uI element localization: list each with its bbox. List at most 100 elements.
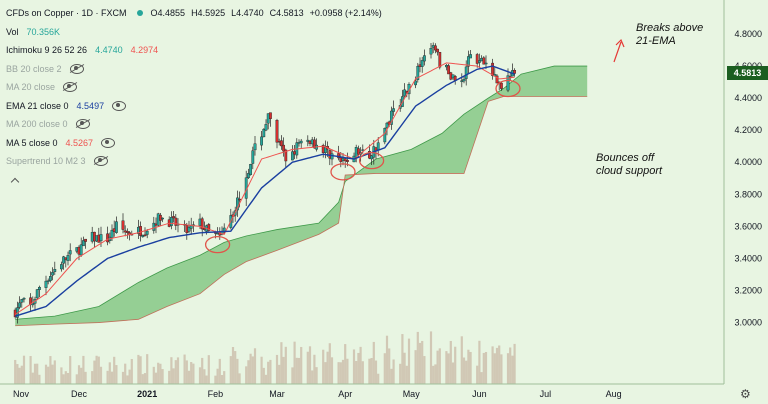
ohlc-high: H4.5925: [191, 8, 226, 18]
candle-body: [246, 173, 250, 179]
volume-bar: [480, 372, 483, 384]
volume-bar: [115, 365, 118, 384]
collapse-chevron-icon[interactable]: [10, 177, 20, 186]
volume-bar: [401, 334, 404, 384]
volume-bar: [183, 354, 186, 384]
moving-average-lines: [14, 62, 515, 317]
legend-indicator-5[interactable]: MA 200 close 0: [6, 115, 384, 134]
candle-body: [491, 62, 494, 76]
candle-body: [114, 221, 118, 233]
volume-bar: [245, 366, 248, 384]
arrow-head: [615, 38, 625, 48]
volume-bar: [434, 364, 437, 384]
candle-body: [337, 153, 340, 159]
volume-bar: [311, 370, 314, 384]
volume-bar: [385, 335, 389, 384]
annotation-breaks-ema: Breaks above 21-EMA: [636, 22, 704, 47]
visibility-eye-icon[interactable]: [63, 82, 78, 93]
candle-body: [143, 234, 147, 237]
visibility-eye-icon[interactable]: [101, 137, 116, 148]
candle-body: [284, 149, 288, 162]
ohlc-change: +0.0958 (+2.14%): [309, 8, 382, 18]
highlight-circle: [358, 151, 385, 170]
volume-bar: [198, 367, 202, 384]
legend-indicator-2[interactable]: BB 20 close 2: [6, 60, 384, 79]
volume-bar: [330, 357, 334, 384]
indicator-label: Supertrend 10 M2 3: [6, 156, 86, 166]
candle-body: [49, 276, 52, 281]
volume-bar: [44, 364, 48, 384]
market-status-icon: [136, 10, 143, 17]
volume-bar: [482, 352, 485, 384]
volume-bar: [383, 353, 386, 384]
candle-body: [18, 302, 21, 308]
candle-body: [79, 244, 83, 256]
legend-indicator-6[interactable]: MA 5 close 0 4.5267: [6, 134, 384, 153]
volume-bar: [282, 356, 285, 384]
indicator-label: MA 200 close 0: [6, 119, 68, 129]
time-axis[interactable]: Nov Dec 2021 Feb Mar Apr May Jun Jul Aug: [13, 389, 622, 399]
legend-indicator-4[interactable]: EMA 21 close 0 4.5497: [6, 97, 384, 116]
legend-indicator-0[interactable]: Vol 70.356K: [6, 23, 384, 42]
visibility-eye-icon[interactable]: [112, 100, 127, 111]
volume-bar: [392, 359, 395, 384]
volume-bar: [284, 346, 287, 384]
candle-body: [462, 79, 466, 82]
volume-bar: [328, 343, 331, 384]
candle-body: [174, 217, 178, 226]
volume-bar: [47, 366, 50, 384]
volume-bar: [357, 352, 360, 384]
indicator-label: MA 20 close: [6, 82, 56, 92]
volume-bar: [478, 340, 481, 384]
candle-body: [464, 66, 468, 79]
candle-body: [438, 52, 442, 68]
volume-bar: [223, 371, 226, 384]
volume-bar: [154, 372, 158, 384]
volume-bar: [113, 356, 116, 384]
volume-bar: [432, 365, 435, 384]
candle-body: [420, 60, 424, 67]
volume-bar: [308, 346, 312, 384]
ema21-line: [14, 65, 515, 317]
time-tick-label: Aug: [606, 389, 622, 399]
candle-body: [475, 54, 479, 64]
candle-body: [60, 264, 63, 270]
candle-body: [84, 238, 88, 242]
volume-bar: [346, 358, 349, 384]
visibility-eye-icon[interactable]: [75, 119, 90, 130]
candle-body: [416, 66, 420, 80]
legend-indicator-3[interactable]: MA 20 close: [6, 78, 384, 97]
volume-bar: [416, 331, 419, 384]
time-tick-label: Jul: [540, 389, 552, 399]
volume-bar: [77, 365, 81, 384]
volume-bar: [176, 357, 180, 384]
volume-bar: [509, 347, 512, 384]
candle-body: [313, 139, 316, 149]
volume-bar: [64, 371, 67, 384]
volume-bar: [95, 355, 98, 384]
volume-bar: [344, 344, 347, 384]
indicator-value: 70.356K: [26, 26, 61, 37]
price-tick-label: 4.4000: [734, 93, 762, 103]
volume-bar: [159, 363, 162, 384]
time-tick-label: May: [403, 389, 421, 399]
indicator-label: EMA 21 close 0: [6, 100, 69, 111]
volume-bar: [465, 360, 468, 384]
candle-body: [121, 220, 125, 230]
volume-bar: [110, 371, 114, 384]
settings-gear-icon[interactable]: ⚙: [740, 387, 751, 401]
volume-bar: [315, 367, 318, 384]
volume-bar: [36, 363, 39, 384]
symbol-title[interactable]: CFDs on Copper · 1D · FXCM: [6, 8, 127, 18]
legend-indicator-1[interactable]: Ichimoku 9 26 52 26 4.4740 4.2974: [6, 41, 384, 60]
visibility-eye-icon[interactable]: [69, 63, 84, 74]
visibility-eye-icon[interactable]: [93, 156, 108, 167]
legend-indicator-7[interactable]: Supertrend 10 M2 3: [6, 152, 384, 171]
volume-bar: [390, 368, 393, 384]
volume-bar: [172, 368, 175, 384]
time-tick-label: Jun: [472, 389, 487, 399]
volume-bar: [278, 364, 281, 384]
volume-bar: [429, 331, 433, 384]
volume-bar: [377, 373, 380, 384]
